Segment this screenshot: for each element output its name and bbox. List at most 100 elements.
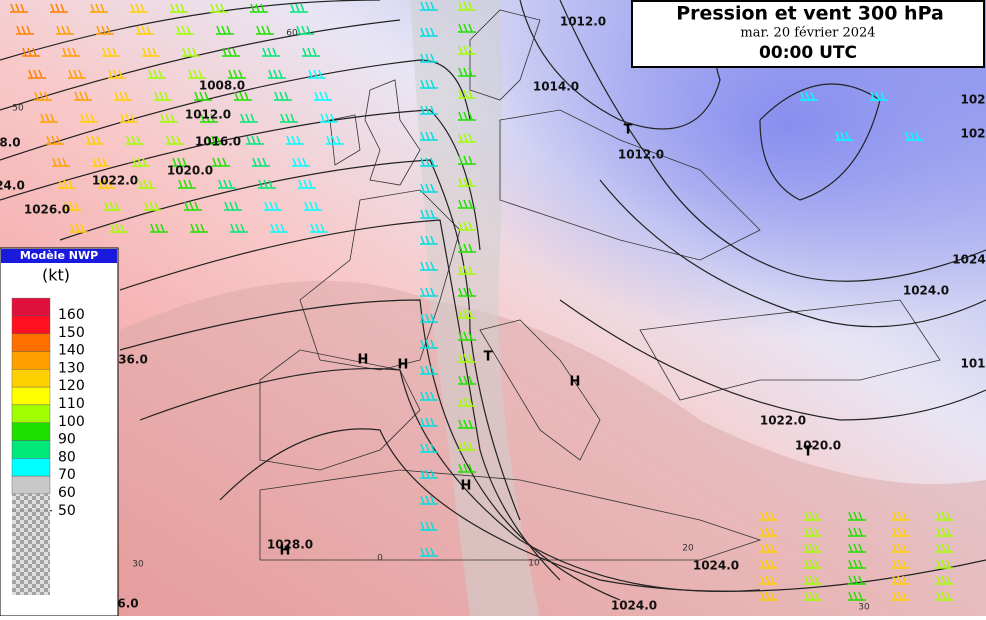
wind-barb bbox=[200, 113, 218, 123]
wind-barb bbox=[150, 223, 168, 233]
wind-barb bbox=[458, 67, 476, 77]
legend-level: 80 bbox=[58, 449, 76, 465]
wind-barb bbox=[892, 591, 910, 601]
wind-barb bbox=[270, 223, 288, 233]
wind-barb bbox=[218, 179, 236, 189]
wind-barb bbox=[420, 261, 438, 271]
wind-barb bbox=[892, 559, 910, 569]
wind-barb bbox=[172, 157, 190, 167]
wind-barb bbox=[160, 113, 178, 123]
wind-barbs bbox=[10, 1, 954, 601]
wind-barb bbox=[108, 69, 126, 79]
wind-barb bbox=[848, 575, 866, 585]
wind-barb bbox=[458, 353, 476, 363]
wind-barb bbox=[170, 3, 188, 13]
isobar-label: 102 bbox=[960, 93, 985, 107]
wind-barb bbox=[420, 27, 438, 37]
isobar-label: 1026.0 bbox=[24, 203, 70, 217]
wind-barb bbox=[102, 47, 120, 57]
wind-barb bbox=[320, 113, 338, 123]
legend-swatch bbox=[11, 404, 51, 423]
wind-barb bbox=[458, 397, 476, 407]
legend-swatch bbox=[11, 333, 51, 352]
wind-barb bbox=[230, 223, 248, 233]
isobar-label: 8.0 bbox=[0, 136, 21, 150]
wind-barb bbox=[848, 559, 866, 569]
wind-barb bbox=[210, 3, 228, 13]
wind-barb bbox=[458, 155, 476, 165]
wind-barb bbox=[86, 135, 104, 145]
wind-barb bbox=[262, 47, 280, 57]
wind-barb bbox=[760, 527, 778, 537]
wind-barb bbox=[298, 179, 316, 189]
wind-barb bbox=[420, 339, 438, 349]
isobar-label: 24.0 bbox=[0, 179, 25, 193]
isobar-label: 102 bbox=[960, 127, 985, 141]
isobar-label: 1020.0 bbox=[167, 164, 213, 178]
wind-barb bbox=[74, 91, 92, 101]
legend-swatch bbox=[11, 351, 51, 370]
legend-level: 130 bbox=[58, 360, 85, 376]
wind-barb bbox=[420, 157, 438, 167]
wind-barb bbox=[936, 559, 954, 569]
wind-barb bbox=[90, 3, 108, 13]
graticule-label: 30 bbox=[132, 560, 144, 570]
wind-barb bbox=[420, 235, 438, 245]
wind-barb bbox=[804, 591, 822, 601]
wind-barb bbox=[114, 91, 132, 101]
wind-barb bbox=[256, 25, 274, 35]
isobar-label: 1022.0 bbox=[760, 414, 806, 428]
wind-barb bbox=[420, 469, 438, 479]
isobar-label: 101 bbox=[960, 357, 985, 371]
wind-barb bbox=[420, 79, 438, 89]
pressure-center: H bbox=[280, 544, 291, 559]
wind-barb bbox=[56, 25, 74, 35]
wind-barb bbox=[132, 157, 150, 167]
wind-barb bbox=[302, 47, 320, 57]
wind-barb bbox=[892, 543, 910, 553]
wind-barb bbox=[458, 111, 476, 121]
wind-barb bbox=[142, 47, 160, 57]
wind-barb bbox=[212, 157, 230, 167]
isobars bbox=[0, 0, 986, 601]
title-frame bbox=[631, 0, 985, 68]
legend-swatch bbox=[11, 386, 51, 406]
wind-barb bbox=[458, 1, 476, 11]
wind-barb bbox=[804, 559, 822, 569]
wind-barb bbox=[184, 201, 202, 211]
wind-barb bbox=[458, 309, 476, 319]
wind-barb bbox=[848, 543, 866, 553]
wind-barb bbox=[16, 25, 34, 35]
wind-barb bbox=[420, 183, 438, 193]
wind-barb bbox=[458, 221, 476, 231]
pressure-center: H bbox=[398, 358, 409, 373]
wind-barb bbox=[760, 543, 778, 553]
pressure-center: T bbox=[624, 123, 633, 138]
pressure-center: T bbox=[484, 350, 493, 365]
wind-barb bbox=[240, 113, 258, 123]
graticule-label: 0 bbox=[377, 554, 383, 564]
wind-barb bbox=[290, 3, 308, 13]
wind-barb bbox=[194, 91, 212, 101]
wind-barb bbox=[458, 177, 476, 187]
shaded-area bbox=[120, 280, 986, 616]
wind-barb bbox=[892, 527, 910, 537]
wind-barb bbox=[936, 543, 954, 553]
legend-unit: (kt) bbox=[42, 266, 70, 285]
wind-barb bbox=[264, 201, 282, 211]
isobar-label: 1028.0 bbox=[267, 538, 313, 552]
wind-barb bbox=[800, 91, 818, 101]
isobar-label: 1024.0 bbox=[611, 599, 657, 613]
isobar-label: 1024.0 bbox=[693, 559, 739, 573]
wind-barb bbox=[420, 313, 438, 323]
legend-swatch bbox=[11, 315, 51, 334]
wind-barb bbox=[40, 113, 58, 123]
graticule-label: 60 bbox=[286, 29, 298, 39]
isobar-label: 1022.0 bbox=[92, 174, 138, 188]
pressure-center: H bbox=[570, 375, 581, 390]
wind-barb bbox=[308, 69, 326, 79]
wind-barb bbox=[286, 135, 304, 145]
isobar-label: 1012.0 bbox=[618, 148, 664, 162]
wind-barb bbox=[458, 45, 476, 55]
